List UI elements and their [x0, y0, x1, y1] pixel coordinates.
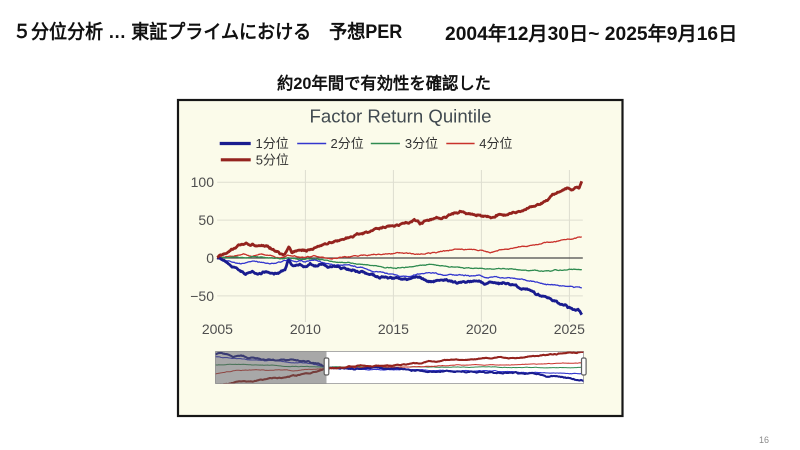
svg-text:3分位: 3分位 — [405, 136, 438, 151]
svg-text:50: 50 — [198, 212, 214, 228]
svg-text:2分位: 2分位 — [331, 136, 364, 151]
svg-text:0: 0 — [206, 250, 214, 266]
svg-text:−50: −50 — [190, 288, 214, 304]
svg-text:2005: 2005 — [202, 321, 233, 337]
svg-text:5分位: 5分位 — [256, 152, 289, 167]
svg-text:Factor Return Quintile: Factor Return Quintile — [310, 105, 492, 126]
svg-text:4分位: 4分位 — [479, 136, 512, 151]
svg-text:1分位: 1分位 — [256, 136, 289, 151]
svg-text:2020: 2020 — [466, 321, 497, 337]
svg-text:2010: 2010 — [290, 321, 321, 337]
svg-text:100: 100 — [191, 174, 215, 190]
svg-text:2015: 2015 — [378, 321, 409, 337]
svg-text:2025: 2025 — [554, 321, 585, 337]
